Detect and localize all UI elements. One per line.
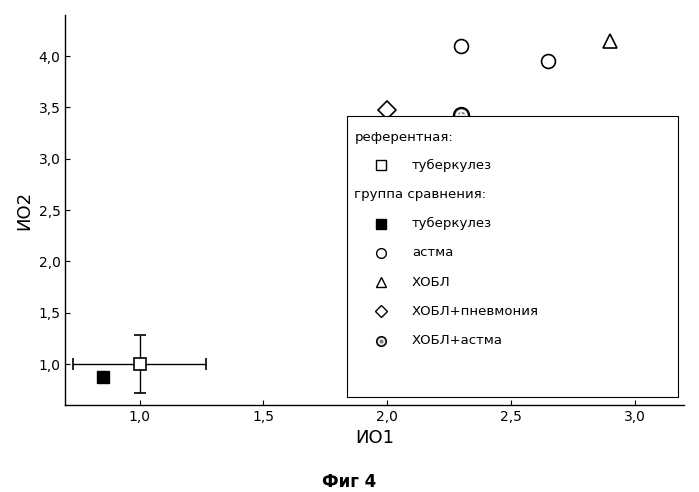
Text: референтная:: референтная: xyxy=(354,131,453,144)
Text: группа сравнения:: группа сравнения: xyxy=(354,188,487,201)
Text: туберкулез: туберкулез xyxy=(412,217,492,230)
Text: Фиг 4: Фиг 4 xyxy=(322,473,377,491)
Text: астма: астма xyxy=(412,246,453,259)
Y-axis label: ИО2: ИО2 xyxy=(15,190,33,230)
FancyBboxPatch shape xyxy=(347,117,678,397)
Text: ХОБЛ: ХОБЛ xyxy=(412,276,450,289)
Text: ХОБЛ+пневмония: ХОБЛ+пневмония xyxy=(412,305,539,318)
Text: ХОБЛ+астма: ХОБЛ+астма xyxy=(412,334,503,347)
Text: туберкулез: туберкулез xyxy=(412,158,492,172)
X-axis label: ИО1: ИО1 xyxy=(355,430,394,448)
